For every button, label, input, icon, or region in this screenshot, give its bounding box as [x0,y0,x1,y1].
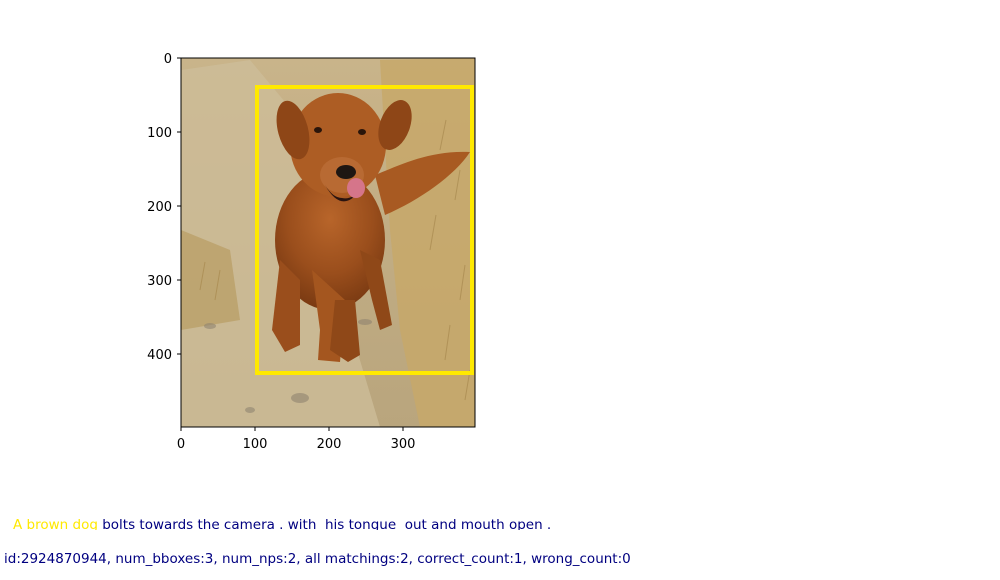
caption-text: bolts towards the camera . with his tong… [97,517,552,530]
x-tick-label: 0 [177,437,185,452]
y-tick-label: 200 [147,200,172,215]
y-tick-label: 400 [147,348,172,363]
y-tick-label: 300 [147,274,172,289]
y-axis: 0 100 200 300 400 [147,52,181,363]
y-tick-label: 100 [147,126,172,141]
stats-line: id:2924870944, num_bboxes:3, num_nps:2, … [4,551,631,567]
detection-bbox [255,85,474,375]
x-tick-label: 300 [391,437,416,452]
dog-photo [181,58,475,427]
y-tick-label: 0 [164,52,172,67]
x-tick-label: 100 [243,437,268,452]
dog [272,93,470,362]
x-axis: 0 100 200 300 [177,427,416,452]
caption: A brown dog bolts towards the camera . w… [13,517,551,530]
x-tick-label: 200 [317,437,342,452]
plot-frame [180,57,476,428]
caption-phrase-highlighted: A brown dog [13,517,98,530]
